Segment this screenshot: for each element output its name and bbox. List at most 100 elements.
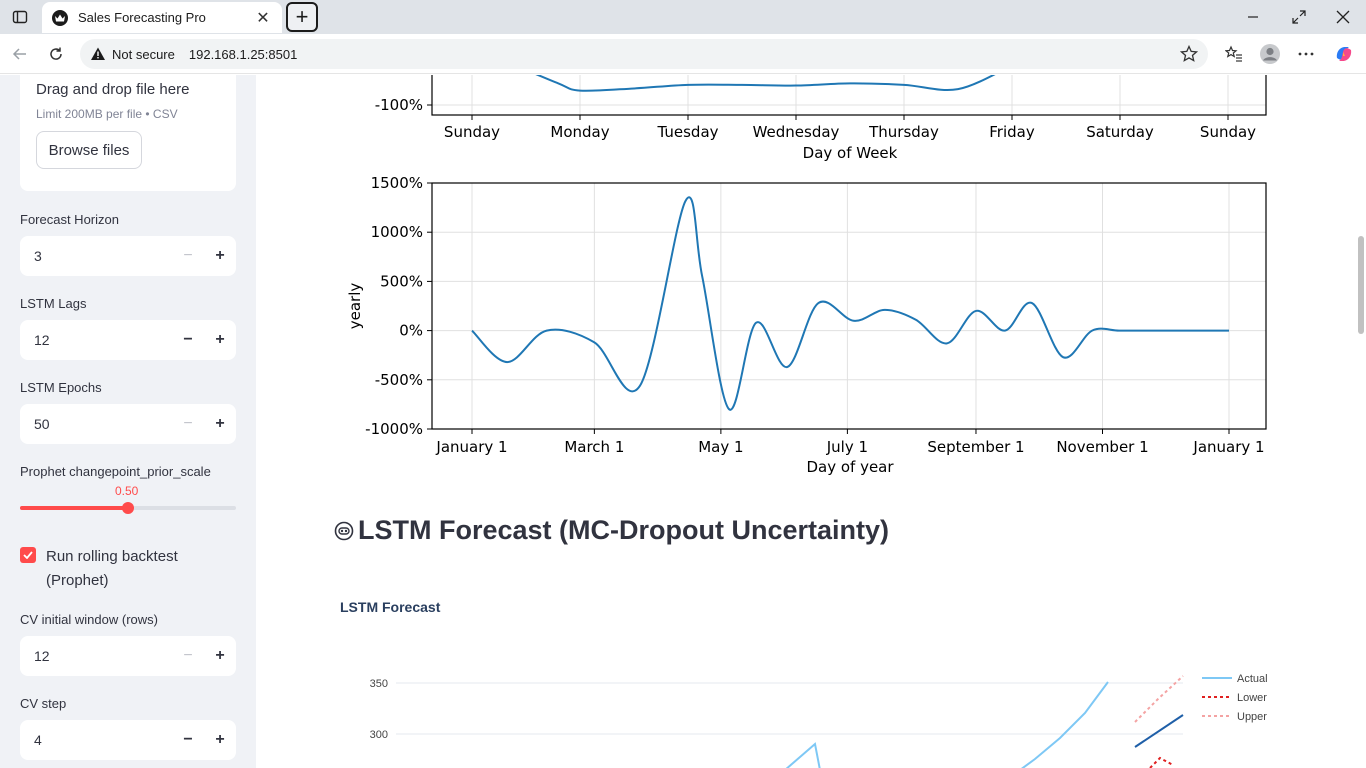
weekly-x-tick-label: Tuesday	[656, 123, 718, 141]
actual-series-line	[785, 742, 821, 768]
url-text[interactable]: 192.168.1.25:8501	[188, 46, 298, 62]
forecast-mean-line	[1134, 714, 1184, 748]
lstm-section-title: LSTM Forecast (MC-Dropout Uncertainty)	[334, 515, 889, 546]
lstm-epochs-input[interactable]: 50 − +	[20, 404, 236, 444]
decrement-minus-icon[interactable]: −	[183, 331, 193, 348]
weekly-x-tick-label: Wednesday	[753, 123, 840, 141]
copilot-icon[interactable]	[1332, 42, 1356, 66]
new-tab-button[interactable]: +	[286, 2, 318, 32]
favorites-icon[interactable]	[1222, 42, 1246, 66]
streamlit-crown-icon	[52, 9, 68, 26]
weekly-series-line	[535, 75, 996, 92]
decrement-minus-icon[interactable]: −	[183, 247, 193, 264]
favorite-star-icon[interactable]	[1180, 45, 1198, 63]
forecast-horizon-label: Forecast Horizon	[20, 212, 119, 227]
minimize-icon[interactable]	[1230, 0, 1276, 34]
yearly-seasonality-chart: 1500% 1000% 500% 0% -500% -1000% January 1 Mar…	[346, 174, 1267, 476]
yearly-y-tick-label: 0%	[399, 322, 423, 340]
weekly-x-axis-label: Day of Week	[803, 144, 898, 162]
page-scrollbar[interactable]	[1356, 75, 1366, 768]
yearly-x-tick-label: July 1	[826, 438, 868, 456]
rolling-backtest-checkbox[interactable]	[20, 547, 36, 563]
rolling-backtest-label[interactable]: Run rolling backtest (Prophet)	[46, 548, 178, 589]
browser-tab-bar: Sales Forecasting Pro ✕ +	[0, 0, 1366, 34]
increment-plus-icon[interactable]: +	[215, 647, 225, 664]
lstm-epochs-value[interactable]: 50	[34, 416, 50, 432]
checkmark-icon	[23, 551, 33, 559]
slider-thumb[interactable]	[122, 502, 134, 514]
prophet-cps-slider[interactable]	[20, 502, 236, 514]
lstm-lags-value[interactable]: 12	[34, 332, 50, 348]
chart-legend[interactable]: Actual Lower Upper	[1202, 673, 1268, 723]
weekly-x-tick-label: Monday	[550, 123, 609, 141]
cv-step-label: CV step	[20, 696, 67, 711]
increment-plus-icon[interactable]: +	[215, 731, 225, 748]
weekly-y-tick-label: -100%	[375, 96, 423, 114]
weekly-x-tick-label: Sunday	[1200, 123, 1256, 141]
warning-icon[interactable]	[90, 46, 106, 62]
yearly-y-axis-label: yearly	[346, 283, 364, 330]
yearly-x-tick-label: November 1	[1056, 438, 1148, 456]
prophet-cps-label: Prophet changepoint_prior_scale	[20, 464, 211, 479]
forecast-horizon-input[interactable]: 3 − +	[20, 236, 236, 276]
weekly-x-tick-label: Thursday	[868, 123, 939, 141]
decrement-minus-icon[interactable]: −	[183, 731, 193, 748]
lstm-epochs-label: LSTM Epochs	[20, 380, 102, 395]
reload-icon[interactable]	[44, 42, 68, 66]
close-tab-icon[interactable]: ✕	[256, 9, 270, 27]
yearly-x-tick-label: January 1	[435, 438, 507, 456]
weekly-x-tick-label: Sunday	[444, 123, 500, 141]
lstm-section-title-text: LSTM Forecast (MC-Dropout Uncertainty)	[358, 515, 890, 545]
more-options-icon[interactable]	[1294, 42, 1318, 66]
upload-limit-text: Limit 200MB per file • CSV	[36, 107, 178, 121]
yearly-x-tick-label: March 1	[564, 438, 624, 456]
scrollbar-thumb[interactable]	[1358, 236, 1364, 334]
increment-plus-icon[interactable]: +	[215, 247, 225, 264]
not-secure-label[interactable]: Not secure	[112, 46, 175, 62]
lstm-forecast-chart: 350 300 Actual Lower Upper	[370, 673, 1268, 768]
yearly-y-tick-label: 1500%	[371, 174, 423, 192]
browse-files-button[interactable]: Browse files	[36, 131, 142, 169]
back-arrow-icon[interactable]	[8, 42, 32, 66]
yearly-x-tick-label: January 1	[1192, 438, 1264, 456]
file-uploader[interactable]: Drag and drop file here Limit 200MB per …	[20, 75, 236, 191]
decrement-minus-icon[interactable]: −	[183, 415, 193, 432]
yearly-x-tick-label: May 1	[698, 438, 743, 456]
forecast-horizon-value[interactable]: 3	[34, 248, 42, 264]
browser-tab[interactable]: Sales Forecasting Pro ✕	[42, 2, 282, 33]
yearly-y-tick-label: 500%	[380, 272, 423, 290]
profile-avatar-icon[interactable]	[1258, 42, 1282, 66]
cv-step-input[interactable]: 4 − +	[20, 720, 236, 760]
lstm-lags-label: LSTM Lags	[20, 296, 87, 311]
restore-icon[interactable]	[1276, 0, 1322, 34]
increment-plus-icon[interactable]: +	[215, 331, 225, 348]
upper-series-line	[1134, 675, 1184, 723]
yearly-series-line	[471, 196, 1229, 411]
url-field[interactable]: Not secure 192.168.1.25:8501	[80, 39, 1208, 69]
tab-actions-icon[interactable]	[6, 5, 34, 29]
y-tick-350: 350	[370, 678, 388, 690]
lower-series-line	[1149, 756, 1174, 768]
lstm-lags-input[interactable]: 12 − +	[20, 320, 236, 360]
y-tick-300: 300	[370, 729, 388, 741]
legend-upper[interactable]: Upper	[1237, 711, 1267, 723]
weekly-seasonality-chart: -50% -100% Sunday Monday Tuesday Wednesday Th…	[375, 75, 1267, 162]
legend-actual[interactable]: Actual	[1237, 673, 1268, 685]
close-window-icon[interactable]	[1320, 0, 1366, 34]
weekly-y-tick-label: -50%	[384, 75, 423, 78]
yearly-x-tick-label: September 1	[927, 438, 1024, 456]
cv-step-value[interactable]: 4	[34, 732, 42, 748]
tab-title: Sales Forecasting Pro	[78, 10, 206, 25]
cv-initial-input[interactable]: 12 − +	[20, 636, 236, 676]
yearly-y-tick-label: -500%	[375, 371, 423, 389]
slider-fill	[20, 506, 128, 510]
weekly-x-tick-label: Saturday	[1086, 123, 1154, 141]
increment-plus-icon[interactable]: +	[215, 415, 225, 432]
lstm-chart-title: LSTM Forecast	[340, 599, 441, 615]
cv-initial-label: CV initial window (rows)	[20, 612, 158, 627]
cv-initial-value[interactable]: 12	[34, 648, 50, 664]
weekly-x-tick-label: Friday	[989, 123, 1035, 141]
legend-lower[interactable]: Lower	[1237, 692, 1267, 704]
yearly-x-axis-label: Day of year	[806, 458, 894, 476]
decrement-minus-icon[interactable]: −	[183, 647, 193, 664]
